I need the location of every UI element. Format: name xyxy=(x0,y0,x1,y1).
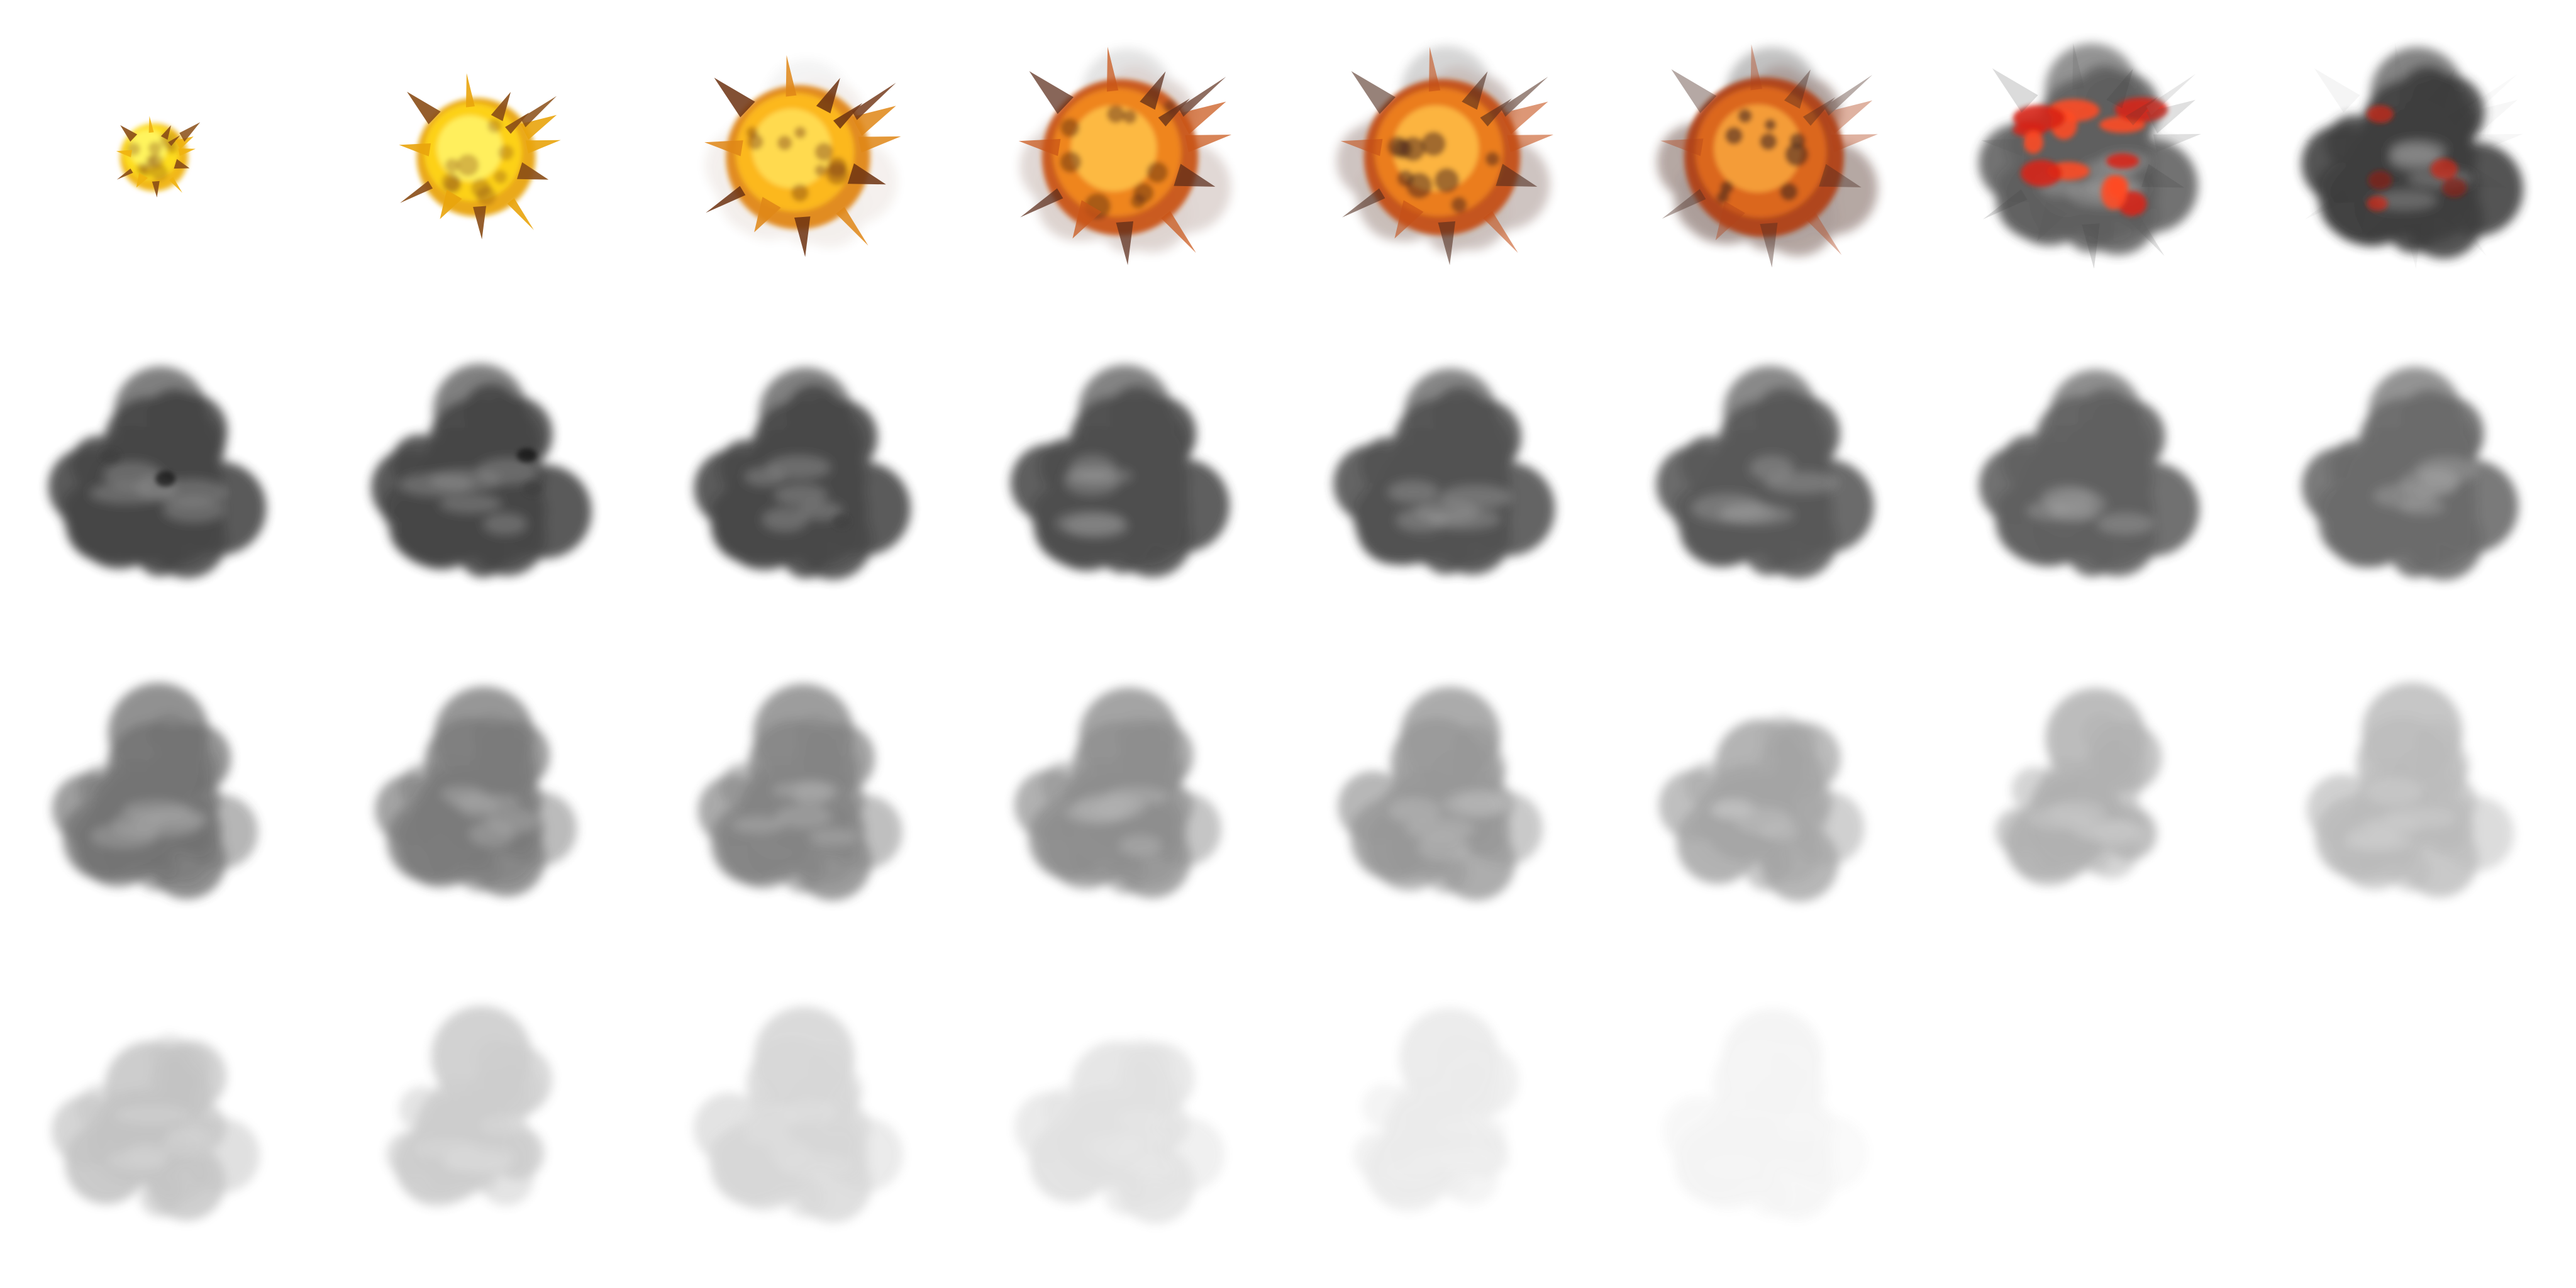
debris-rays xyxy=(1340,47,1554,265)
explosion-frame-26 xyxy=(386,1006,553,1207)
embers xyxy=(516,448,542,496)
smoke-cloud xyxy=(1010,365,1230,577)
smoke-cloud xyxy=(375,686,577,897)
explosion-frame-28 xyxy=(1014,1038,1225,1224)
explosion-frame-9 xyxy=(48,366,267,579)
smoke-cloud xyxy=(697,684,902,901)
explosion-frame-5 xyxy=(1336,46,1554,265)
explosion-frame-12 xyxy=(1010,365,1230,577)
explosion-frame-15 xyxy=(1979,369,2200,577)
explosion-frame-17 xyxy=(52,682,258,899)
smoke-cloud xyxy=(52,1034,260,1221)
embers xyxy=(99,449,175,487)
smoke-cloud xyxy=(371,364,592,578)
explosion-frame-30 xyxy=(1662,1008,1835,1220)
explosion-frame-27 xyxy=(693,1006,903,1223)
explosion-frame-22 xyxy=(1658,715,1865,902)
frames-layer xyxy=(48,43,2524,1224)
debris-rays xyxy=(399,73,561,240)
explosion-frame-6 xyxy=(1657,44,1878,268)
smoke-cloud xyxy=(1656,365,1874,579)
embers xyxy=(2367,105,2467,211)
explosion-frame-10 xyxy=(371,364,592,578)
smoke-cloud xyxy=(1995,688,2162,886)
smoke-cloud xyxy=(1658,715,1865,902)
embers xyxy=(833,514,851,529)
explosion-frame-7 xyxy=(1979,43,2201,269)
fireball xyxy=(1684,77,1844,237)
explosion-frame-13 xyxy=(1333,368,1555,575)
smoke-cloud xyxy=(1662,1008,1835,1220)
explosion-frame-1 xyxy=(116,116,201,197)
smoke-cloud xyxy=(52,682,258,899)
smoke-cloud xyxy=(1014,1038,1225,1224)
explosion-frame-25 xyxy=(52,1034,260,1221)
debris-rays xyxy=(1018,47,1232,265)
smoke-cloud xyxy=(694,367,911,580)
explosion-frame-16 xyxy=(2301,367,2519,580)
explosion-frame-19 xyxy=(697,684,902,901)
smoke-cloud xyxy=(2301,367,2519,580)
explosion-frame-21 xyxy=(1338,686,1543,901)
smoke-cloud xyxy=(1338,686,1543,901)
explosion-frame-4 xyxy=(1018,47,1232,265)
smoke-cloud xyxy=(1979,369,2200,577)
smoke-cloud xyxy=(693,1006,903,1223)
debris-rays xyxy=(1660,44,1878,268)
explosion-frame-20 xyxy=(1014,687,1222,899)
smoke-cloud xyxy=(48,366,267,579)
debris-rays xyxy=(116,116,201,197)
smoke-cloud xyxy=(1353,1008,1519,1213)
smoke-cloud xyxy=(1014,687,1222,899)
explosion-frame-3 xyxy=(704,55,901,257)
explosion-frame-14 xyxy=(1656,365,1874,579)
explosion-frame-11 xyxy=(694,367,911,580)
embers xyxy=(2012,97,2168,216)
debris-rays xyxy=(704,55,901,257)
explosion-frame-23 xyxy=(1995,688,2162,886)
smoke-cloud xyxy=(1333,368,1555,575)
explosion-frame-29 xyxy=(1353,1008,1519,1213)
debris-rays xyxy=(2303,43,2523,269)
explosion-frame-18 xyxy=(375,686,577,897)
smoke-cloud xyxy=(386,1006,553,1207)
smoke-cloud xyxy=(2306,682,2514,898)
explosion-frame-24 xyxy=(2306,682,2514,898)
explosion-frame-2 xyxy=(399,73,561,240)
explosion-frame-8 xyxy=(2301,43,2524,269)
debris-rays xyxy=(1981,43,2201,269)
fireball xyxy=(1363,79,1521,236)
